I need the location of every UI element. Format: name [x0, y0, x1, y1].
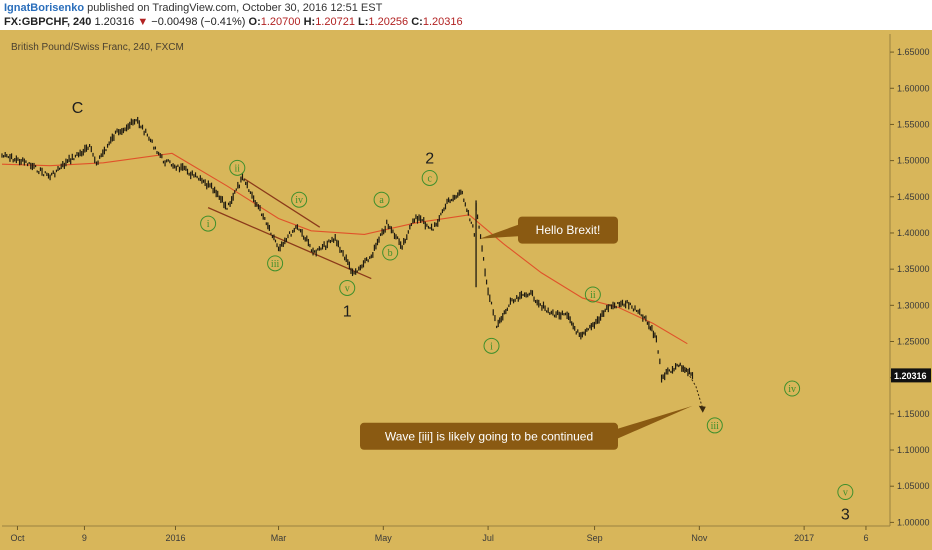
wave-degree-label: C	[72, 100, 84, 117]
price-tick-label: 1.00000	[897, 517, 930, 527]
wave-label-circle	[339, 279, 356, 296]
wave-label: i	[207, 219, 210, 230]
wave-label: v	[843, 487, 848, 498]
wave-label-circle	[837, 483, 854, 500]
price-chart[interactable]: 1.65000 1.60000 1.55000 1.50000 1.45000 1.400…	[0, 30, 932, 550]
current-price-tag	[891, 368, 931, 383]
price-tick-label: 1.45000	[897, 192, 930, 202]
wave-label-circle	[291, 191, 308, 208]
wave-label: a	[379, 195, 384, 206]
time-tick-label: 2016	[165, 533, 185, 543]
time-tick-label: May	[375, 533, 393, 543]
time-tick-label: 6	[863, 533, 868, 543]
price-change: −0.00498 (−0.41%)	[151, 16, 246, 28]
wave-degree-label: 3	[841, 507, 850, 524]
open-value: 1.20700	[260, 16, 301, 28]
time-tick-label: 2017	[794, 533, 814, 543]
callout-pointer	[479, 224, 520, 239]
trendline	[207, 207, 372, 280]
wave-label: i	[490, 341, 493, 352]
projection-arrowhead	[698, 405, 706, 413]
wave-label: iii	[711, 421, 720, 432]
callout-box	[360, 422, 618, 450]
price-tick-label: 1.15000	[897, 409, 930, 419]
time-tick-label: Sep	[587, 533, 603, 543]
wave-label-circle	[200, 215, 217, 232]
price-tick-label: 1.40000	[897, 228, 930, 238]
wave-label-circle	[584, 286, 601, 303]
price-tick-label: 1.50000	[897, 156, 930, 166]
time-tick-label: Mar	[271, 533, 287, 543]
symbol-info: FX:GBPCHF, 240 1.20316 ▼ −0.00498 (−0.41…	[4, 16, 463, 30]
wave-degree-label: 2	[425, 151, 434, 168]
wave-label: v	[345, 283, 350, 294]
price-tick-label: 1.35000	[897, 264, 930, 274]
wave-label-circle	[784, 380, 801, 397]
current-price-label: 1.20316	[894, 371, 927, 381]
wave-label-circle	[706, 417, 723, 434]
published-text: published on TradingView.com, October 30…	[87, 2, 383, 14]
wave-label-circle	[373, 191, 390, 208]
projection-path	[678, 364, 704, 409]
wave-label: ii	[590, 290, 596, 301]
price-tick-label: 1.25000	[897, 337, 930, 347]
price-tick-label: 1.30000	[897, 300, 930, 310]
time-tick-label: Nov	[691, 533, 708, 543]
publish-info: IgnatBorisenko published on TradingView.…	[4, 2, 382, 16]
callout-box	[518, 216, 618, 244]
low-label: L:	[358, 16, 369, 28]
wave-label: iv	[788, 384, 796, 395]
price-tick-label: 1.60000	[897, 83, 930, 93]
trendline	[243, 178, 321, 228]
symbol: FX:GBPCHF, 240	[4, 16, 92, 28]
time-tick-label: Oct	[10, 533, 25, 543]
price-tick-label: 1.55000	[897, 119, 930, 129]
wave-label-circle	[421, 169, 438, 186]
price-tick-label: 1.10000	[897, 445, 930, 455]
last-price: 1.20316	[94, 16, 135, 28]
author-link[interactable]: IgnatBorisenko	[4, 2, 85, 14]
wave-label-circle	[483, 337, 500, 354]
time-tick-label: 9	[82, 533, 87, 543]
down-arrow-icon: ▼	[137, 16, 149, 28]
close-value: 1.20316	[422, 16, 463, 28]
time-tick-label: Jul	[482, 533, 494, 543]
wave-degree-label: 1	[343, 303, 352, 320]
wave-label-circle	[382, 244, 399, 261]
chart-title: British Pound/Swiss Franc, 240, FXCM	[11, 42, 184, 53]
chart-background	[0, 30, 932, 550]
callout-pointer	[616, 405, 693, 440]
wave-label: iv	[295, 195, 303, 206]
price-tick-label: 1.05000	[897, 481, 930, 491]
high-label: H:	[303, 16, 316, 28]
high-value: 1.20721	[315, 16, 355, 28]
wave-label: iii	[271, 259, 280, 270]
wave-label: ii	[235, 163, 241, 174]
price-tick-label: 1.65000	[897, 47, 930, 57]
wave-label-circle	[267, 255, 284, 272]
open-label: O:	[248, 16, 261, 28]
callout-text: Wave [iii] is likely going to be continu…	[385, 429, 593, 443]
wave-label-circle	[229, 159, 246, 176]
wave-label: b	[388, 248, 393, 259]
close-label: C:	[411, 16, 423, 28]
low-value: 1.20256	[368, 16, 409, 28]
price-candles	[1, 116, 694, 383]
wave-label: c	[427, 173, 432, 184]
callout-text: Hello Brexit!	[536, 223, 601, 237]
